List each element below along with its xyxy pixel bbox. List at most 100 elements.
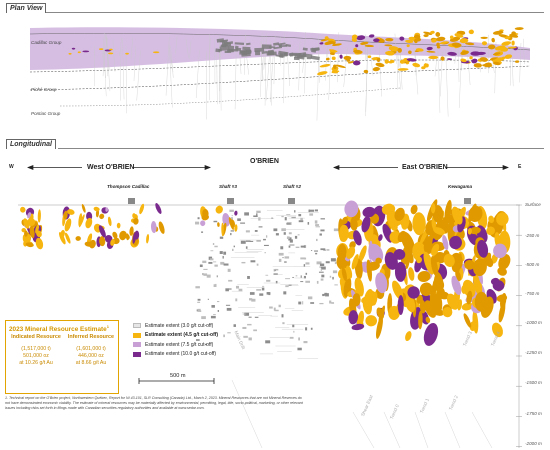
stope xyxy=(219,236,224,239)
inferred-grade: at 8.66 g/t Au xyxy=(75,360,107,366)
plan-lens xyxy=(386,60,393,64)
pontiac-group-label: Pontiac Group xyxy=(31,111,61,116)
cadillac-group-label: Cadillac Group xyxy=(31,40,62,45)
plan-lens xyxy=(333,64,337,69)
legend-label-3g: Estimate extent (3.0 g/t cut-off) xyxy=(145,322,214,329)
plan-lens xyxy=(384,59,389,64)
stope xyxy=(289,239,293,243)
ore-lens xyxy=(442,235,449,251)
stope xyxy=(237,218,241,221)
plan-lens xyxy=(439,41,449,45)
stope xyxy=(211,305,215,308)
ore-lens xyxy=(67,209,75,215)
stope xyxy=(199,264,203,268)
plan-drillhole xyxy=(302,32,306,73)
ore-lens xyxy=(60,229,65,239)
stope xyxy=(258,226,263,228)
headframe-icons xyxy=(128,198,471,204)
plan-lens xyxy=(469,56,473,60)
plan-working xyxy=(283,52,288,57)
stope xyxy=(205,343,207,346)
stope xyxy=(254,230,258,232)
plan-drillhole xyxy=(244,41,249,75)
stope xyxy=(289,244,295,246)
stope xyxy=(320,268,322,271)
stope xyxy=(288,284,292,286)
stope xyxy=(321,274,325,278)
ore-lens xyxy=(405,252,410,270)
ore-lens xyxy=(368,240,373,260)
stope xyxy=(253,329,257,332)
stope xyxy=(219,251,223,254)
plan-drillhole xyxy=(119,37,122,56)
plan-working xyxy=(277,42,286,46)
plan-drillhole xyxy=(286,41,290,86)
ore-lens xyxy=(99,236,106,247)
plan-lens xyxy=(367,55,372,59)
stope xyxy=(323,249,326,251)
stope xyxy=(274,269,276,272)
scale-bar-label: 500 m xyxy=(170,373,186,379)
ore-lens xyxy=(455,253,462,277)
stope xyxy=(293,330,295,333)
ore-lens xyxy=(419,282,433,296)
plan-lens xyxy=(465,42,475,46)
plan-drillholes xyxy=(94,32,525,121)
stope xyxy=(281,215,284,218)
plan-lens xyxy=(471,58,478,64)
plan-working xyxy=(302,47,308,51)
plan-drillhole xyxy=(365,45,369,117)
ore-lens xyxy=(442,306,453,318)
legend-item-3g: Estimate extent (3.0 g/t cut-off) xyxy=(133,321,273,331)
plan-drillhole xyxy=(216,49,218,105)
stope xyxy=(298,214,302,217)
stope xyxy=(291,217,296,219)
plan-lens xyxy=(460,58,467,63)
ore-lens xyxy=(27,212,32,219)
stope xyxy=(199,310,202,312)
inferred-ounces: 446,000 oz xyxy=(78,353,104,359)
stope xyxy=(227,332,231,334)
stope xyxy=(332,270,338,274)
plan-drillhole xyxy=(337,32,339,83)
plan-drillhole xyxy=(414,49,419,95)
plan-drillhole xyxy=(105,35,108,58)
ore-lens xyxy=(37,209,41,223)
plan-lens xyxy=(453,36,458,42)
stope xyxy=(228,288,232,290)
plan-working xyxy=(291,52,302,56)
plan-lens xyxy=(343,55,352,61)
stope xyxy=(309,209,315,212)
indicated-ounces: 501,000 oz xyxy=(23,353,49,359)
plan-lens xyxy=(347,61,355,64)
legend-item-4-5g: Estimate extent (4.5 g/t cut-off) xyxy=(133,331,273,341)
ore-lens xyxy=(375,257,382,264)
stope xyxy=(303,341,308,344)
stope xyxy=(233,324,236,327)
stope xyxy=(300,217,303,221)
stope xyxy=(319,302,324,305)
plan-lens xyxy=(421,66,426,70)
ore-lens xyxy=(394,207,405,222)
stope xyxy=(197,301,201,303)
inferred-resource: Inferred Resource (1,601,000 t) 446,000 … xyxy=(64,334,118,366)
stope xyxy=(288,245,291,248)
plan-view-header: Plan View xyxy=(6,1,544,13)
ore-lens xyxy=(461,302,474,311)
ore-lens xyxy=(351,323,365,331)
stope xyxy=(286,223,291,225)
stope xyxy=(320,248,326,251)
stope xyxy=(208,261,213,264)
stope xyxy=(254,316,259,318)
headframe-icon-shaft-2 xyxy=(288,198,295,204)
plan-lens xyxy=(431,38,437,43)
stope xyxy=(210,250,214,252)
plan-lens xyxy=(501,41,512,46)
plan-drillhole xyxy=(165,36,170,96)
stope xyxy=(230,217,233,221)
ore-lens xyxy=(376,307,385,319)
stope xyxy=(256,289,262,291)
stope xyxy=(274,309,279,312)
stope xyxy=(318,271,324,273)
ore-lens xyxy=(132,213,136,219)
